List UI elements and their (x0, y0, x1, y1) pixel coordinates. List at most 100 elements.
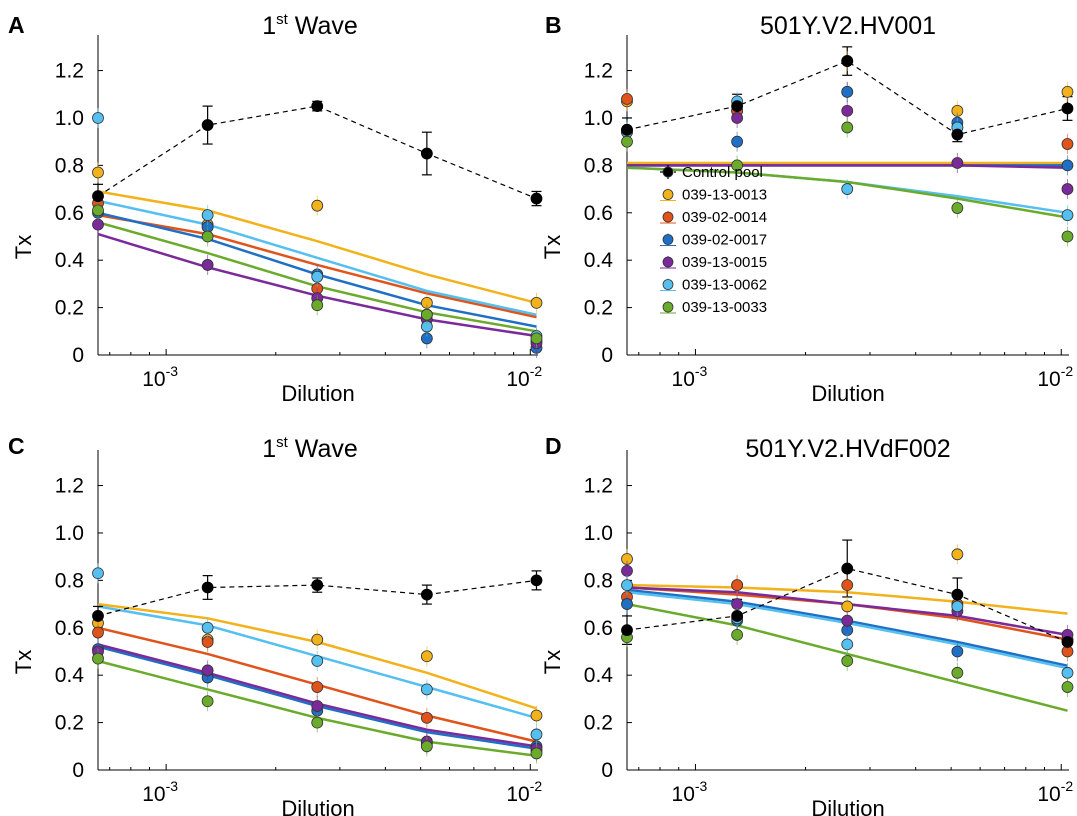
legend-label: 039-13-0015 (682, 254, 767, 271)
x-tick-label: 10-2 (1037, 778, 1073, 806)
data-point (621, 93, 633, 105)
y-tick-label: 1.2 (584, 475, 613, 498)
data-point (1061, 85, 1074, 98)
legend-label: 039-13-0033 (682, 299, 767, 316)
data-point (311, 633, 324, 646)
control-point (621, 624, 633, 637)
control-point (731, 100, 744, 113)
legend-marker (662, 256, 674, 268)
data-point (1061, 159, 1074, 172)
data-point (420, 683, 433, 696)
chart-title: 501Y.V2.HV001 (760, 12, 936, 40)
y-tick-label: 0.6 (584, 617, 613, 640)
legend-label: 039-02-0014 (682, 209, 767, 226)
x-tick-base: 10 (1037, 783, 1060, 806)
y-tick-label: 0 (72, 759, 84, 782)
data-point (731, 598, 744, 610)
x-axis-label: Dilution (281, 796, 354, 816)
y-tick-label: 0.2 (584, 712, 613, 735)
control-point (201, 581, 214, 594)
y-tick-label: 1.0 (584, 522, 613, 545)
fit-curve (97, 190, 537, 305)
control-point (530, 192, 543, 205)
x-tick-exponent: -2 (530, 778, 543, 794)
data-point (731, 135, 744, 148)
x-tick-label: 10-3 (142, 363, 178, 391)
data-point (311, 270, 324, 283)
legend-marker (662, 234, 674, 245)
data-point (311, 700, 324, 712)
x-tick-label: 10-3 (672, 778, 708, 806)
fit-curve (97, 199, 537, 316)
data-point (530, 728, 543, 741)
y-tick-label: 0 (72, 344, 84, 367)
y-tick-label: 0 (601, 344, 613, 367)
data-point (951, 645, 964, 658)
x-tick-base: 10 (672, 783, 695, 806)
data-point (621, 135, 633, 148)
data-point (311, 199, 324, 212)
data-point (841, 655, 854, 667)
data-point (201, 259, 214, 271)
title-main: 1 (262, 435, 276, 463)
control-point (311, 579, 324, 592)
x-tick-label: 10-2 (506, 778, 542, 806)
control-point (951, 128, 964, 141)
control-point (1061, 102, 1074, 115)
data-point (92, 567, 104, 580)
data-point (201, 621, 214, 634)
y-tick-label: 0.4 (55, 664, 85, 687)
data-point (841, 85, 854, 98)
data-point (1061, 138, 1074, 150)
fit-curve (627, 164, 1068, 169)
data-point (201, 209, 214, 222)
x-axis-label: Dilution (281, 381, 354, 406)
y-tick-label: 0.4 (584, 664, 614, 687)
panel-label: B (545, 12, 562, 38)
legend-marker (662, 211, 674, 223)
y-tick-label: 0.2 (55, 712, 84, 735)
data-point (92, 112, 104, 124)
x-tick-label: 10-2 (1037, 363, 1073, 391)
x-tick-base: 10 (506, 783, 529, 806)
control-point (841, 562, 854, 575)
title-rest: Wave (288, 435, 358, 463)
data-point (420, 650, 433, 663)
data-point (311, 716, 324, 729)
y-tick-label: 1.2 (55, 60, 84, 83)
data-point (841, 183, 854, 195)
data-point (841, 121, 854, 134)
title-main: 1 (262, 12, 276, 40)
data-point (92, 166, 104, 179)
data-point (731, 159, 744, 172)
x-tick-exponent: -2 (1061, 363, 1074, 379)
control-point (841, 55, 854, 67)
data-point (951, 157, 964, 169)
x-tick-exponent: -3 (166, 778, 179, 794)
y-tick-label: 0.8 (584, 569, 613, 592)
data-point (621, 564, 633, 577)
data-point (311, 655, 324, 667)
legend-label: Control pool (682, 164, 763, 181)
x-tick-label: 10-3 (142, 778, 178, 806)
legend-label: 039-13-0013 (682, 187, 767, 204)
chart-title: 501Y.V2.HVdF002 (745, 435, 950, 463)
legend: Control pool 039-13-0013 039-02-0014 039-02… (660, 164, 767, 316)
x-axis-label: Dilution (811, 796, 884, 816)
data-point (621, 579, 633, 592)
title-rest: Wave (288, 12, 358, 40)
control-point (420, 147, 433, 160)
control-point (951, 588, 964, 601)
data-point (841, 638, 854, 651)
x-tick-base: 10 (1037, 368, 1060, 391)
y-axis-label: Tx (11, 235, 36, 259)
y-tick-label: 0.8 (55, 154, 84, 177)
data-point (92, 204, 104, 217)
data-point (420, 308, 433, 321)
control-point (92, 610, 104, 622)
legend-marker (662, 166, 674, 178)
x-tick-exponent: -2 (1061, 778, 1074, 794)
y-axis-label: Tx (540, 235, 565, 259)
